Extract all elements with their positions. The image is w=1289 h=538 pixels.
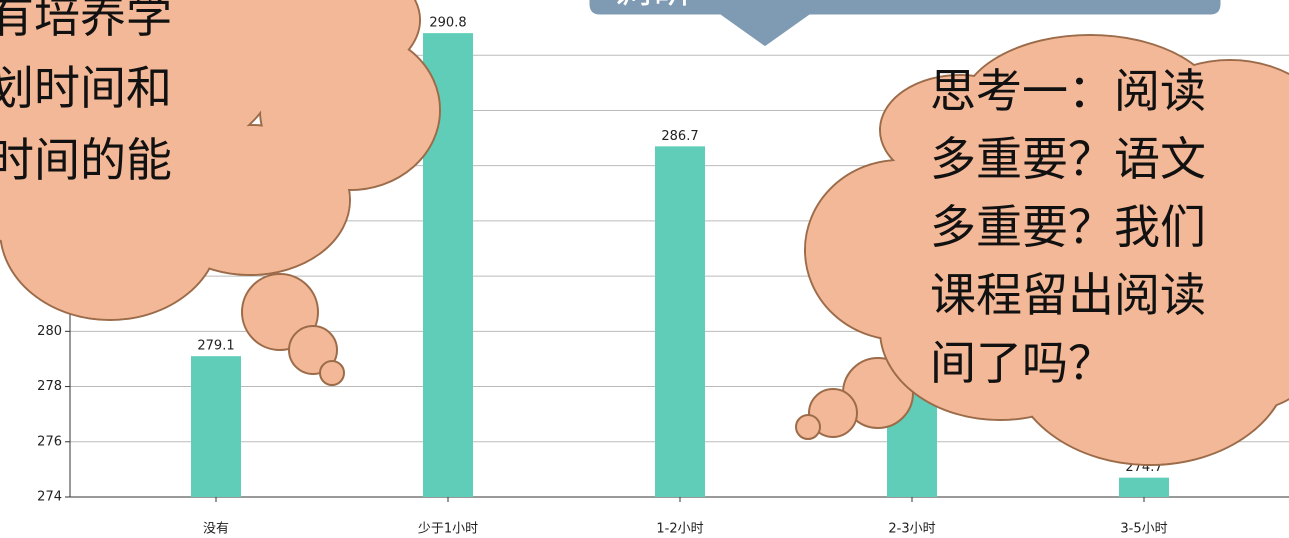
cloud-right <box>804 34 1289 466</box>
annotation-line: 间了吗？ <box>930 336 1114 390</box>
bar <box>1119 477 1169 497</box>
bar <box>191 356 241 497</box>
thought-bubble <box>808 388 858 438</box>
banner-text: 调研 <box>612 0 692 12</box>
annotation-line: 多重要？我们 <box>930 200 1206 254</box>
thought-bubble <box>795 414 821 440</box>
value-label: 286.7 <box>661 129 698 144</box>
value-label: 279.1 <box>197 339 234 354</box>
annotation-line: 思考一：阅读 <box>930 64 1206 118</box>
annotation-line: 多重要？语文 <box>930 132 1206 186</box>
thought-bubble <box>319 360 345 386</box>
cloud-left <box>0 0 441 321</box>
annotation-line: 课程留出阅读 <box>930 268 1206 322</box>
x-tick-label: 少于1小时 <box>418 522 478 537</box>
x-tick-label: 3-5小时 <box>1120 522 1167 537</box>
cloud-fill <box>0 71 129 249</box>
annotation-line: 时间的能 <box>0 133 172 187</box>
y-tick-label: 280 <box>37 324 62 339</box>
cloud-fill <box>181 0 419 89</box>
x-tick-label: 2-3小时 <box>888 522 935 537</box>
annotation-line: 划时间和 <box>0 61 172 115</box>
y-tick-label: 278 <box>37 379 62 394</box>
banner <box>586 0 1224 50</box>
cloud-fill <box>911 111 1229 349</box>
x-tick-label: 没有 <box>203 522 229 537</box>
thought-bubble <box>288 325 338 375</box>
bar <box>655 146 705 498</box>
value-label: 290.8 <box>429 16 466 31</box>
y-tick-label: 274 <box>37 490 62 505</box>
annotation-line: 有培养学 <box>0 0 172 43</box>
x-tick-label: 1-2小时 <box>656 522 703 537</box>
y-tick-label: 276 <box>37 434 62 449</box>
